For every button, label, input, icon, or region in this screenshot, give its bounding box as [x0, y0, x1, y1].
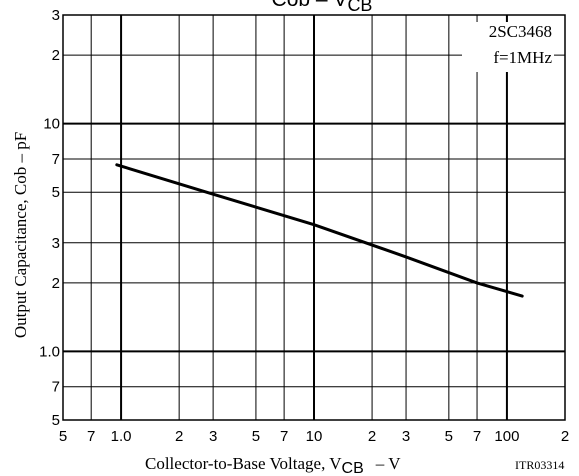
x-axis-label-sub: CB — [342, 460, 364, 476]
x-tick-label: 100 — [494, 428, 519, 445]
x-tick-label: 2 — [175, 428, 183, 445]
y-axis-label: Output Capacitance, Cob – pF — [11, 132, 30, 338]
x-tick-label: 3 — [402, 428, 410, 445]
y-tick-label: 3 — [52, 7, 60, 24]
annotation-frequency: f=1MHz — [493, 48, 552, 67]
x-tick-label: 1.0 — [111, 428, 132, 445]
chart-title: Cob – VCB — [272, 0, 373, 15]
chart-title-main: Cob – V — [272, 0, 348, 11]
x-tick-label: 5 — [445, 428, 453, 445]
y-tick-label: 5 — [52, 184, 60, 201]
plot-frame — [62, 14, 566, 421]
y-tick-label: 3 — [52, 235, 60, 252]
series-layer — [115, 163, 524, 298]
y-tick-label: 2 — [52, 275, 60, 292]
figure-code: ITR03314 — [515, 458, 564, 472]
x-axis-label-unit: – V — [375, 454, 401, 473]
y-tick-labels: 5 7 1.0 2 3 5 7 10 2 3 — [39, 7, 60, 429]
x-tick-label: 2 — [368, 428, 376, 445]
x-tick-label: 10 — [306, 428, 323, 445]
x-tick-label: 5 — [252, 428, 260, 445]
chart-title-sub: CB — [347, 0, 372, 15]
y-tick-label: 1.0 — [39, 343, 60, 360]
x-axis-label-main: Collector-to-Base Voltage, V — [145, 454, 342, 473]
x-tick-label: 7 — [280, 428, 288, 445]
x-tick-label: 5 — [59, 428, 67, 445]
series-line-cob — [115, 163, 524, 298]
y-tick-label: 10 — [43, 116, 60, 133]
y-tick-label: 7 — [52, 151, 60, 168]
annotation-background — [462, 22, 554, 72]
annotation-part-number: 2SC3468 — [489, 22, 552, 41]
y-tick-label: 5 — [52, 412, 60, 429]
x-tick-label: 7 — [473, 428, 481, 445]
y-tick-label: 7 — [52, 379, 60, 396]
x-tick-labels: 5 7 1.0 2 3 5 7 10 2 3 5 7 100 2 — [59, 428, 569, 445]
x-axis-label: Collector-to-Base Voltage, VCB – V — [145, 454, 401, 476]
x-tick-label: 7 — [87, 428, 95, 445]
grid-major-lines — [63, 15, 565, 420]
y-tick-label: 2 — [52, 47, 60, 64]
x-tick-label: 2 — [561, 428, 569, 445]
x-tick-label: 3 — [209, 428, 217, 445]
